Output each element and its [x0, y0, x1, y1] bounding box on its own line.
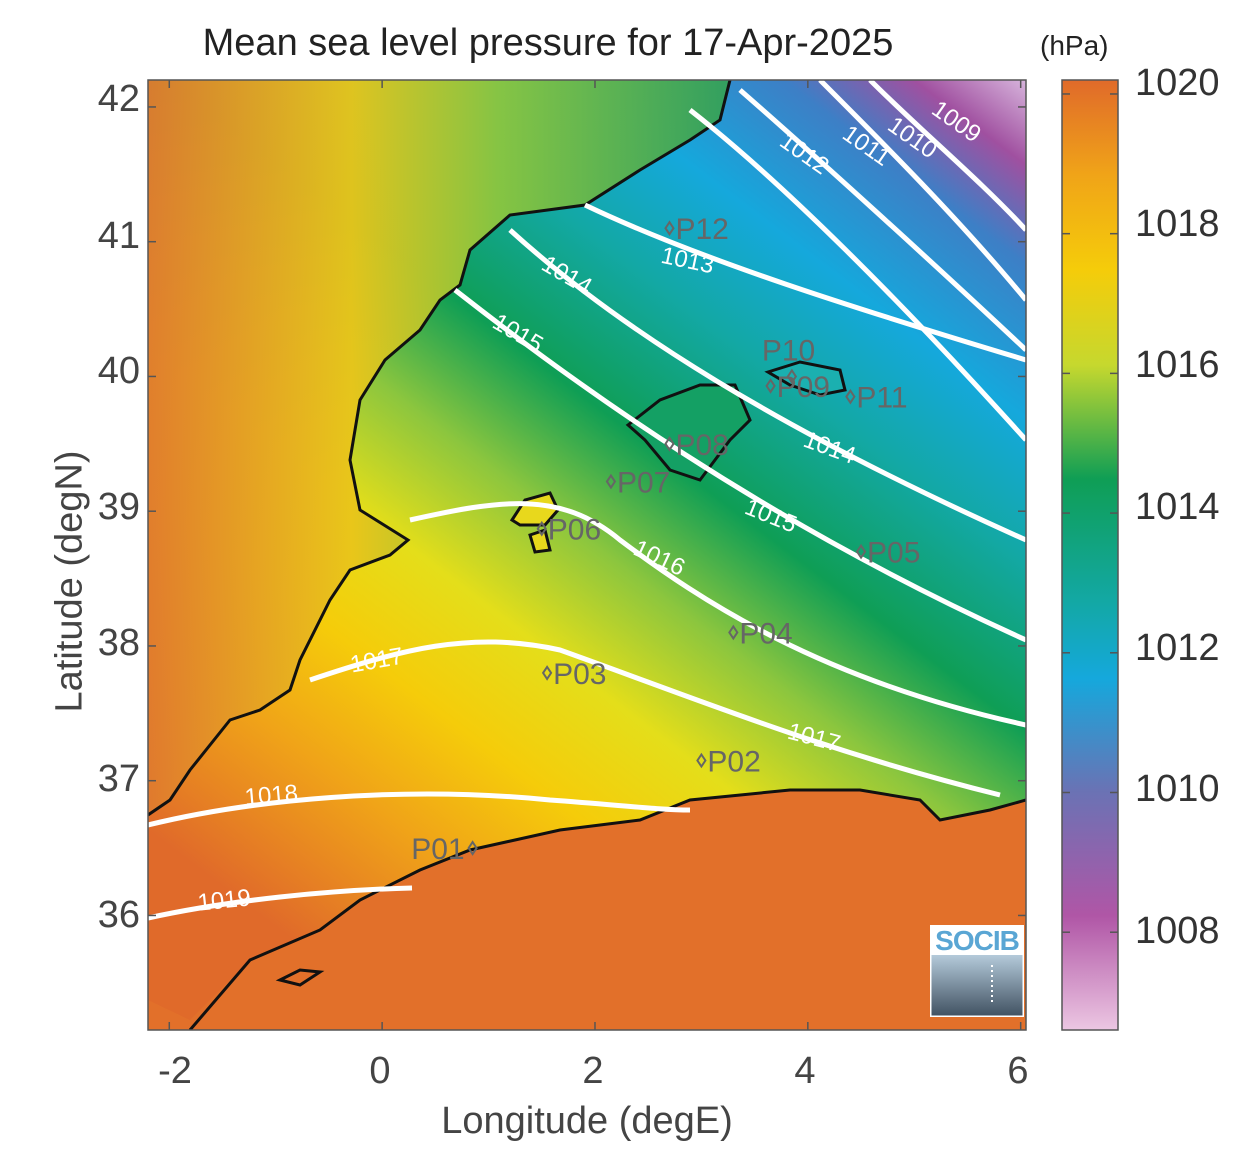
colorbar	[1061, 79, 1119, 1031]
land-iberia	[148, 80, 730, 815]
station-label: P04	[739, 617, 792, 650]
y-tick-label: 37	[97, 758, 140, 800]
station-marker	[605, 473, 617, 490]
station-label: P11	[856, 382, 907, 415]
station-marker	[845, 388, 856, 405]
y-tick-label: 42	[97, 78, 140, 120]
station-marker	[855, 543, 867, 560]
isobar-1015	[453, 288, 1026, 643]
station-label: P07	[617, 467, 670, 500]
x-tick-label: 0	[369, 1050, 391, 1092]
station-marker	[467, 840, 478, 856]
station-label: P03	[553, 658, 606, 691]
station-label: P08	[675, 429, 728, 462]
colorbar-tick-label: 1016	[1135, 344, 1220, 386]
isobar-1013	[583, 202, 1026, 363]
x-tick-label: -2	[158, 1050, 192, 1092]
land-mallorca	[628, 385, 750, 480]
land-africa	[148, 790, 1026, 1030]
station-label: P12	[675, 213, 728, 246]
x-tick-label: 4	[794, 1050, 816, 1092]
station-marker	[664, 220, 675, 237]
map-title: Mean sea level pressure for 17-Apr-2025	[202, 22, 894, 64]
station-label: P05	[867, 537, 920, 570]
station-label: P10	[762, 334, 815, 367]
isobar-1016	[409, 501, 1026, 728]
station-label: P06	[548, 514, 601, 547]
station-marker	[536, 520, 547, 537]
isobar-1012	[688, 108, 1026, 442]
colorbar-unit: (hPa)	[1040, 30, 1109, 61]
isobar-1011	[738, 88, 1026, 352]
colorbar-tick-label: 1010	[1135, 768, 1220, 810]
x-tick-label: 2	[582, 1050, 604, 1092]
station-label: P09	[777, 371, 830, 404]
y-tick-label: 40	[97, 350, 140, 392]
station-marker	[765, 378, 776, 394]
pressure-field	[148, 80, 1026, 1030]
map-frame	[147, 79, 1027, 1031]
y-tick-label: 41	[97, 215, 140, 257]
y-axis-label: Latitude (degN)	[48, 450, 91, 713]
isobar-1019	[148, 885, 413, 921]
socib-logo-text: SOCIB	[935, 925, 1020, 956]
station-marker	[696, 752, 707, 769]
station-marker	[664, 436, 675, 452]
station-marker	[728, 624, 739, 641]
isobar-1018	[148, 791, 691, 828]
x-axis-label: Longitude (degE)	[441, 1100, 733, 1142]
isobar-label: 1019	[196, 884, 252, 916]
isobar-1010	[818, 80, 1026, 302]
tick-marks	[148, 80, 1118, 1030]
isobar-1017	[309, 639, 1001, 798]
y-tick-label: 36	[97, 894, 140, 936]
socib-logo: SOCIB	[930, 925, 1024, 1017]
colorbar-tick-label: 1014	[1135, 486, 1220, 528]
colorbar-tick-label: 1012	[1135, 627, 1220, 669]
isobar-1014	[508, 228, 1026, 543]
station-label: P01	[411, 833, 464, 866]
y-tick-label: 39	[97, 486, 140, 528]
y-tick-label: 38	[97, 622, 140, 664]
land-ibiza	[512, 493, 558, 525]
station-label: P02	[707, 745, 760, 778]
colorbar-tick-label: 1008	[1135, 910, 1220, 952]
isobars	[148, 80, 1026, 921]
colorbar-tick-label: 1018	[1135, 203, 1220, 245]
station-marker	[786, 368, 798, 385]
isobar-1009	[868, 80, 1026, 232]
station-marker	[541, 665, 553, 681]
land-menorca	[768, 362, 845, 395]
x-tick-label: 6	[1007, 1050, 1029, 1092]
isobar-label: 1018	[244, 780, 300, 812]
colorbar-tick-label: 1020	[1135, 62, 1220, 104]
